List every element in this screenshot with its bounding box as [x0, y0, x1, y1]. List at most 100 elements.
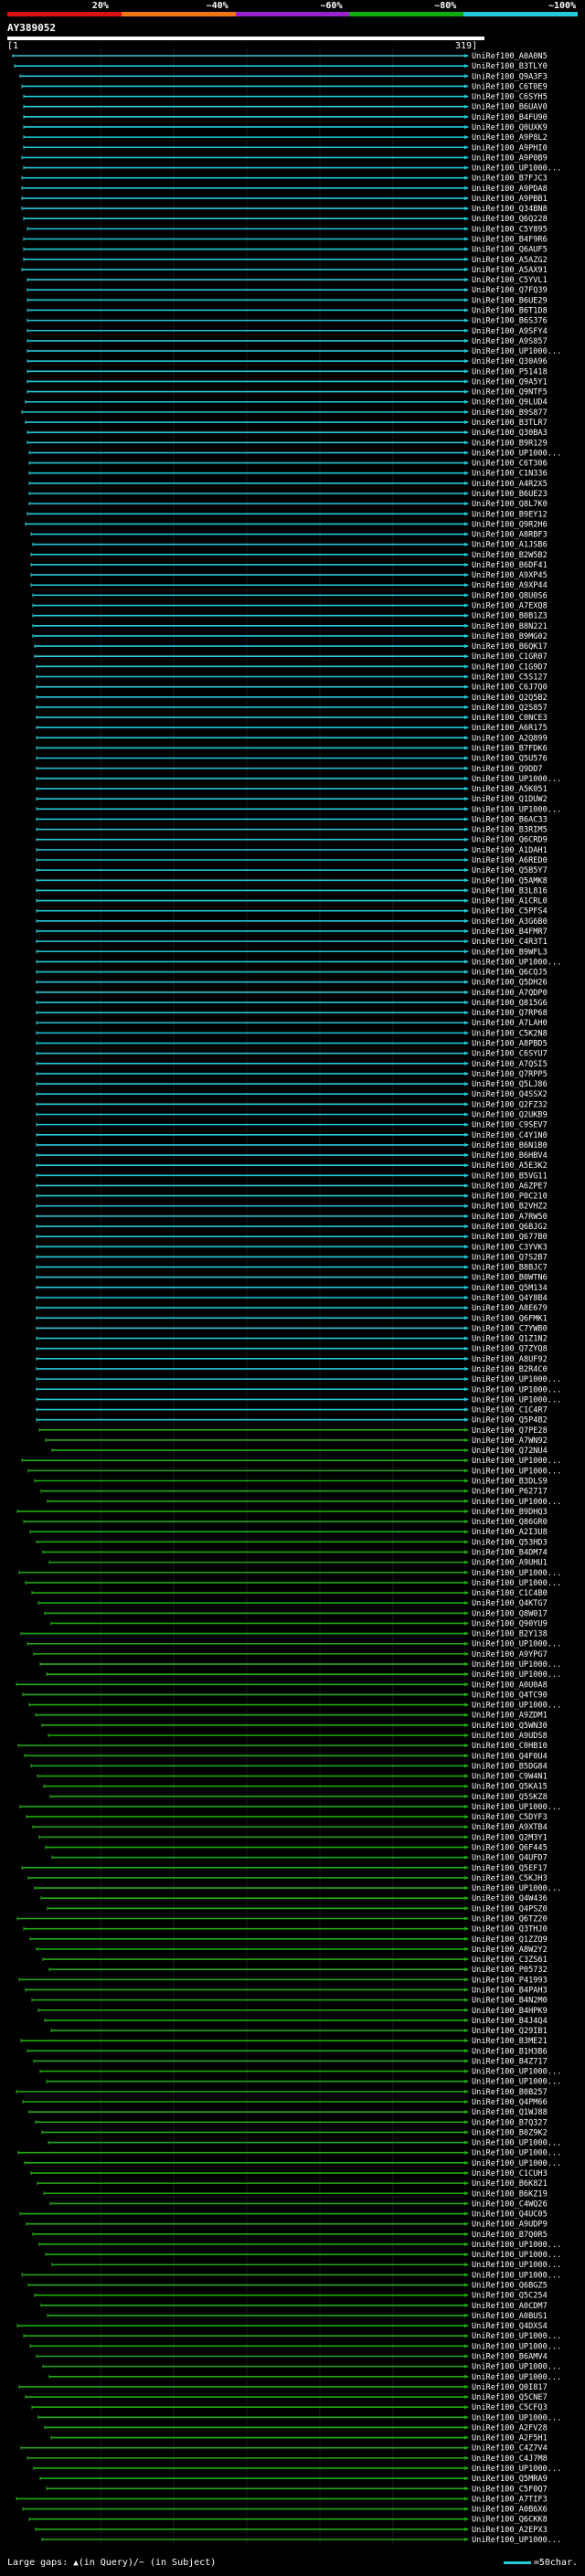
hit-label-link[interactable]: UniRef100_C5S127 [472, 673, 548, 683]
hit-label-link[interactable]: UniRef100_C6T306 [472, 460, 548, 469]
hit-label-link[interactable]: UniRef100_A9S857 [472, 337, 548, 346]
hit-label-link[interactable]: UniRef100_Q3THJ0 [472, 1925, 548, 1935]
hit-label-link[interactable]: UniRef100_UP1000... [472, 775, 561, 784]
hit-label-link[interactable]: UniRef100_Q0I817 [472, 2383, 548, 2392]
hit-label-link[interactable]: UniRef100_A9UHU1 [472, 1559, 548, 1568]
hit-label-link[interactable]: UniRef100_A9P0B9 [472, 154, 548, 163]
hit-label-link[interactable]: UniRef100_A5AX91 [472, 266, 548, 275]
hit-label-link[interactable]: UniRef100_B2VHZ2 [472, 1203, 548, 1212]
hit-label-link[interactable]: UniRef100_UP1000... [472, 2465, 561, 2474]
hit-label-link[interactable]: UniRef100_B9R129 [472, 439, 548, 448]
hit-label-link[interactable]: UniRef100_UP1000... [472, 2068, 561, 2077]
hit-label-link[interactable]: UniRef100_A6R175 [472, 724, 548, 733]
hit-label-link[interactable]: UniRef100_A9UDP9 [472, 2221, 548, 2230]
hit-label-link[interactable]: UniRef100_B4DM74 [472, 1548, 548, 1557]
hit-label-link[interactable]: UniRef100_A0BUS1 [472, 2312, 548, 2321]
hit-label-link[interactable]: UniRef100_Q4UFD7 [472, 1854, 548, 1863]
hit-label-link[interactable]: UniRef100_B4Z717 [472, 2057, 548, 2066]
hit-label-link[interactable]: UniRef100_P0C210 [472, 1193, 548, 1202]
hit-label-link[interactable]: UniRef100_Q5WN30 [472, 1722, 548, 1731]
hit-label-link[interactable]: UniRef100_B6K821 [472, 2179, 548, 2189]
hit-label-link[interactable]: UniRef100_Q5CNE7 [472, 2393, 548, 2402]
hit-label-link[interactable]: UniRef100_UP1000... [472, 2536, 561, 2545]
hit-label-link[interactable]: UniRef100_UP1000... [472, 1640, 561, 1649]
hit-label-link[interactable]: UniRef100_Q5SKZ8 [472, 1793, 548, 1802]
hit-label-link[interactable]: UniRef100_Q6BJG2 [472, 1223, 548, 1232]
hit-label-link[interactable]: UniRef100_A0B6X6 [472, 2506, 548, 2515]
hit-label-link[interactable]: UniRef100_C1GR07 [472, 652, 548, 662]
hit-label-link[interactable]: UniRef100_A9P8L2 [472, 133, 548, 143]
hit-label-link[interactable]: UniRef100_Q1DUW2 [472, 795, 548, 804]
hit-label-link[interactable]: UniRef100_B5VG11 [472, 1171, 548, 1181]
hit-label-link[interactable]: UniRef100_A9XP44 [472, 581, 548, 590]
hit-label-link[interactable]: UniRef100_Q5B5Y7 [472, 866, 548, 875]
hit-label-link[interactable]: UniRef100_B6AC33 [472, 815, 548, 824]
hit-label-link[interactable]: UniRef100_Q4UC05 [472, 2210, 548, 2220]
hit-label-link[interactable]: UniRef100_C4Z7V4 [472, 2444, 548, 2454]
hit-label-link[interactable]: UniRef100_Q4KTG7 [472, 1599, 548, 1608]
hit-label-link[interactable]: UniRef100_Q677B0 [472, 1233, 548, 1242]
hit-label-link[interactable]: UniRef100_C1C4R7 [472, 1406, 548, 1415]
hit-label-link[interactable]: UniRef100_B2Y138 [472, 1630, 548, 1639]
hit-label-link[interactable]: UniRef100_Q1ZZQ9 [472, 1935, 548, 1945]
hit-label-link[interactable]: UniRef100_UP1000... [472, 1670, 561, 1680]
hit-label-link[interactable]: UniRef100_A8PBD5 [472, 1040, 548, 1049]
hit-label-link[interactable]: UniRef100_Q2UKB9 [472, 1110, 548, 1119]
hit-label-link[interactable]: UniRef100_Q9NTF5 [472, 388, 548, 398]
hit-label-link[interactable]: UniRef100_A8RBF3 [472, 531, 548, 540]
hit-label-link[interactable]: UniRef100_A2Q899 [472, 734, 548, 743]
hit-label-link[interactable]: UniRef100_B4J4Q4 [472, 2017, 548, 2026]
hit-label-link[interactable]: UniRef100_B4HPK9 [472, 2007, 548, 2016]
hit-label-link[interactable]: UniRef100_B7FJC3 [472, 175, 548, 184]
hit-label-link[interactable]: UniRef100_A7RW50 [472, 1213, 548, 1222]
hit-label-link[interactable]: UniRef100_A9PDA8 [472, 185, 548, 194]
hit-label-link[interactable]: UniRef100_Q7PE28 [472, 1426, 548, 1436]
hit-label-link[interactable]: UniRef100_Q2FZ32 [472, 1100, 548, 1109]
hit-label-link[interactable]: UniRef100_UP1000... [472, 1579, 561, 1588]
hit-label-link[interactable]: UniRef100_B7Q327 [472, 2118, 548, 2127]
hit-label-link[interactable]: UniRef100_B6KZ19 [472, 2189, 548, 2199]
hit-label-link[interactable]: UniRef100_C5K2N8 [472, 1029, 548, 1038]
hit-label-link[interactable]: UniRef100_A4R2X5 [472, 480, 548, 489]
hit-label-link[interactable]: UniRef100_Q86GR0 [472, 1518, 548, 1527]
hit-label-link[interactable]: UniRef100_Q2Q5B2 [472, 694, 548, 703]
hit-label-link[interactable]: UniRef100_Q1Z1N2 [472, 1335, 548, 1344]
hit-label-link[interactable]: UniRef100_Q5U576 [472, 755, 548, 764]
hit-label-link[interactable]: UniRef100_Q5EF17 [472, 1864, 548, 1873]
hit-label-link[interactable]: UniRef100_UP1000... [472, 1457, 561, 1466]
hit-label-link[interactable]: UniRef100_A7LAH0 [472, 1019, 548, 1028]
hit-label-link[interactable]: UniRef100_B6DF41 [472, 561, 548, 570]
hit-label-link[interactable]: UniRef100_B2R4C0 [472, 1365, 548, 1374]
hit-label-link[interactable]: UniRef100_A6ZPE7 [472, 1182, 548, 1191]
hit-label-link[interactable]: UniRef100_Q5MRA9 [472, 2475, 548, 2484]
hit-label-link[interactable]: UniRef100_P62717 [472, 1488, 548, 1497]
hit-label-link[interactable]: UniRef100_Q6CRD9 [472, 836, 548, 845]
hit-label-link[interactable]: UniRef100_B9MG02 [472, 632, 548, 641]
hit-label-link[interactable]: UniRef100_C6T0E9 [472, 82, 548, 91]
hit-label-link[interactable]: UniRef100_UP1000... [472, 2261, 561, 2270]
hit-label-link[interactable]: UniRef100_B6AMV4 [472, 2352, 548, 2361]
hit-label-link[interactable]: UniRef100_UP1000... [472, 1467, 561, 1476]
hit-label-link[interactable]: UniRef100_B9EY12 [472, 510, 548, 519]
hit-label-link[interactable]: UniRef100_Q9LUD4 [472, 398, 548, 408]
hit-label-link[interactable]: UniRef100_A9XTB4 [472, 1823, 548, 1832]
hit-label-link[interactable]: UniRef100_UP1000... [472, 1884, 561, 1893]
hit-label-link[interactable]: UniRef100_B4PAH3 [472, 1986, 548, 1995]
hit-label-link[interactable]: UniRef100_C5CFQ3 [472, 2403, 548, 2412]
hit-label-link[interactable]: UniRef100_B3TLY0 [472, 62, 548, 71]
hit-label-link[interactable]: UniRef100_A6RED0 [472, 856, 548, 865]
hit-label-link[interactable]: UniRef100_B6HBV4 [472, 1151, 548, 1161]
hit-label-link[interactable]: UniRef100_Q4Y8B4 [472, 1294, 548, 1303]
hit-label-link[interactable]: UniRef100_B7Q0R5 [472, 2231, 548, 2240]
hit-label-link[interactable]: UniRef100_Q4DXS4 [472, 2322, 548, 2331]
hit-label-link[interactable]: UniRef100_UP1000... [472, 2159, 561, 2168]
hit-label-link[interactable]: UniRef100_UP1000... [472, 1803, 561, 1812]
hit-label-link[interactable]: UniRef100_UP1000... [472, 958, 561, 967]
hit-label-link[interactable]: UniRef100_C5KJH3 [472, 1874, 548, 1883]
hit-label-link[interactable]: UniRef100_Q5KA15 [472, 1783, 548, 1792]
hit-label-link[interactable]: UniRef100_Q7RP68 [472, 1009, 548, 1018]
hit-label-link[interactable]: UniRef100_A9PHI0 [472, 143, 548, 153]
hit-label-link[interactable]: UniRef100_A1CRL0 [472, 897, 548, 906]
hit-label-link[interactable]: UniRef100_Q4F0U4 [472, 1752, 548, 1761]
hit-label-link[interactable]: UniRef100_UP1000... [472, 1660, 561, 1670]
